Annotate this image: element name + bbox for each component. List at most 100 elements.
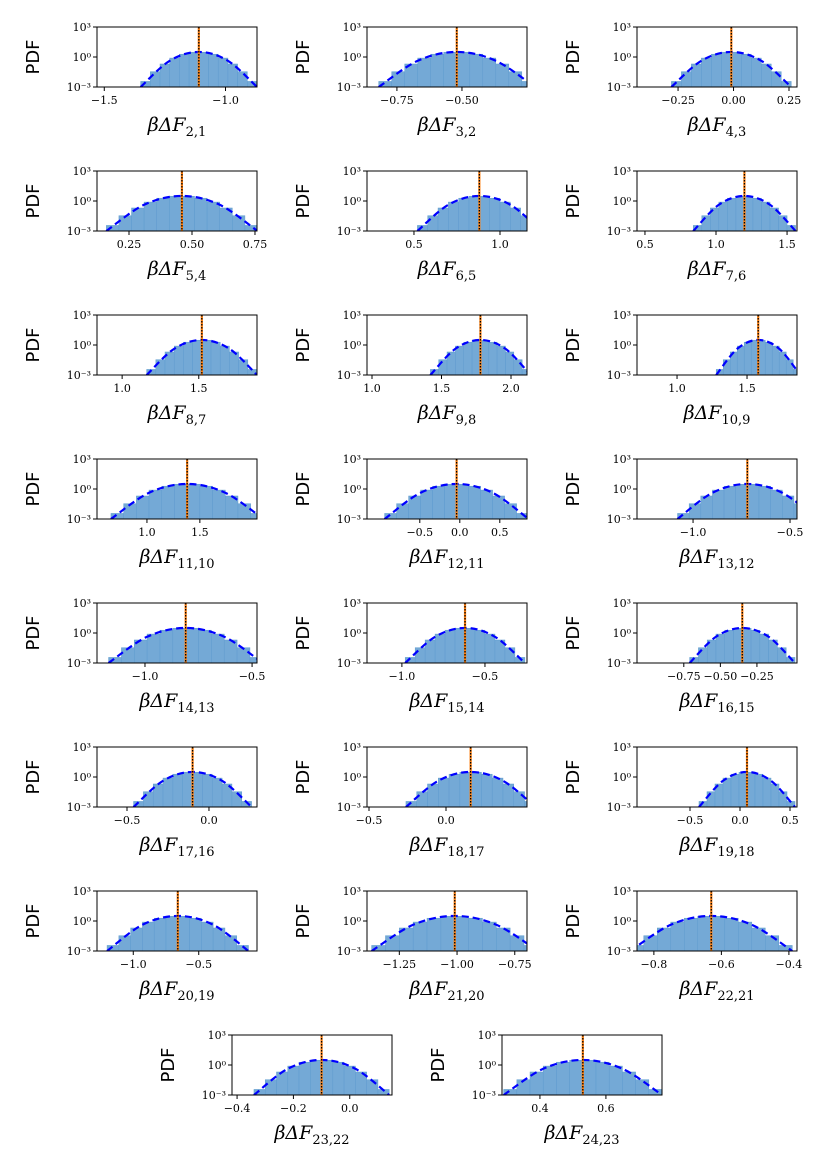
y-tick-label: 10³	[73, 885, 91, 898]
x-axis-label-main: βΔF	[417, 402, 457, 424]
hist-bar	[727, 197, 737, 231]
hist-bar	[192, 339, 203, 375]
hist-bar	[542, 1065, 557, 1095]
hist-bar	[192, 771, 203, 807]
y-tick-label: 10⁻³	[67, 513, 91, 526]
y-tick-label: 10⁻³	[607, 657, 631, 670]
hist-bar	[434, 633, 446, 663]
hist-bar	[513, 791, 525, 807]
x-tick-label: 2.0	[502, 382, 520, 395]
y-tick-label: 10⁻³	[202, 1089, 226, 1102]
hist-bar	[440, 915, 455, 951]
subplot: 0.5 1.0 1.5 10³ 10⁰ 10⁻³ PDF βΔF7,6	[563, 165, 798, 284]
y-tick-label: 10⁰	[613, 483, 632, 496]
x-tick-label: −1.00	[440, 958, 474, 971]
x-axis-label-main: βΔF	[683, 402, 723, 424]
y-tick-label: 10³	[613, 309, 631, 322]
hist-bar	[468, 485, 481, 519]
hist-bar	[670, 921, 685, 951]
hist-bar	[718, 201, 728, 231]
hist-bar	[504, 503, 517, 519]
hist-bar	[738, 771, 748, 807]
y-tick-label: 10³	[343, 597, 361, 610]
x-tick-label: 1.5	[433, 382, 451, 395]
x-axis-label-main: βΔF	[417, 114, 457, 136]
y-axis-label: PDF	[23, 903, 44, 938]
hist-bar	[724, 629, 734, 663]
x-tick-label: −0.5	[677, 814, 704, 827]
y-tick-label: 10³	[613, 885, 631, 898]
y-tick-label: 10³	[613, 453, 631, 466]
x-axis-label-subscript: 8,7	[186, 413, 207, 428]
hist-bar	[454, 627, 466, 663]
hist-bar	[287, 1065, 300, 1095]
x-axis-label-subscript: 11,10	[177, 557, 214, 572]
hist-bar	[484, 633, 496, 663]
y-axis-label: PDF	[563, 39, 584, 74]
hist-bar	[188, 51, 200, 87]
hist-bar	[751, 57, 762, 87]
hist-bar	[159, 629, 174, 663]
subplot: −1.5 −1.0 10³ 10⁰ 10⁻³ PDF βΔF2,1	[23, 21, 258, 140]
hist-bar	[194, 197, 208, 231]
hist-bar	[733, 627, 743, 663]
y-tick-label: 10⁻³	[472, 1089, 496, 1102]
hist-bar	[206, 201, 220, 231]
x-axis-label-main: βΔF	[408, 978, 448, 1000]
y-tick-label: 10³	[343, 21, 361, 34]
hist-bar	[443, 51, 458, 87]
hist-bar	[202, 773, 213, 807]
hist-bar	[764, 341, 773, 375]
x-axis-label-main: βΔF	[417, 258, 457, 280]
x-tick-label: 0.0	[731, 814, 749, 827]
x-tick-label: −1.0	[680, 526, 707, 539]
subplot: 0.5 1.0 10³ 10⁰ 10⁻³ PDF βΔF6,5	[293, 165, 528, 284]
y-axis-label: PDF	[158, 1047, 179, 1082]
x-axis-label: βΔF21,20	[408, 978, 484, 1004]
hist-bar	[130, 927, 143, 951]
y-tick-label: 10³	[613, 597, 631, 610]
y-tick-label: 10⁰	[343, 771, 362, 784]
hist-bar	[622, 1071, 636, 1095]
hist-bar	[208, 53, 219, 87]
x-tick-label: −0.8	[641, 958, 668, 971]
y-tick-label: 10⁻³	[337, 225, 361, 238]
hist-bar	[172, 773, 183, 807]
x-tick-label: 1.5	[778, 238, 796, 251]
x-tick-label: −1.0	[132, 670, 159, 683]
hist-bar	[736, 345, 745, 375]
plot-area	[670, 27, 792, 87]
hist-bar	[169, 195, 183, 231]
x-tick-label: −0.6	[708, 958, 735, 971]
x-tick-label: −0.5	[185, 958, 212, 971]
x-axis-label-main: βΔF	[543, 1122, 583, 1144]
x-axis-label-subscript: 9,8	[456, 413, 477, 428]
hist-bar	[492, 495, 505, 519]
y-tick-label: 10⁰	[613, 627, 632, 640]
hist-bar	[427, 215, 439, 231]
x-axis-label: βΔF8,7	[147, 402, 207, 428]
hist-bar	[148, 489, 163, 519]
hist-bar	[752, 197, 762, 231]
x-tick-label: 0.5	[491, 526, 509, 539]
y-tick-label: 10⁰	[343, 339, 362, 352]
plot-area	[253, 1035, 390, 1095]
x-tick-label: −0.5	[777, 526, 804, 539]
hist-bar	[343, 1065, 356, 1095]
x-axis-label-main: βΔF	[678, 546, 718, 568]
subplot: −0.75 −0.50 −0.25 10³ 10⁰ 10⁻³ PDF βΔF16,15	[563, 597, 798, 716]
hist-bar	[444, 629, 456, 663]
y-axis-label: PDF	[23, 759, 44, 794]
hist-bar	[488, 341, 498, 375]
hist-bar	[143, 791, 154, 807]
hist-bar	[730, 773, 740, 807]
hist-bar	[468, 917, 483, 951]
hist-bar	[770, 783, 780, 807]
y-tick-label: 10³	[343, 309, 361, 322]
x-axis-label: βΔF11,10	[138, 546, 214, 572]
hist-bar	[223, 639, 238, 663]
y-tick-label: 10⁰	[613, 771, 632, 784]
x-axis-label-subscript: 21,20	[447, 989, 484, 1004]
y-tick-label: 10³	[73, 741, 91, 754]
hist-bar	[185, 627, 199, 663]
